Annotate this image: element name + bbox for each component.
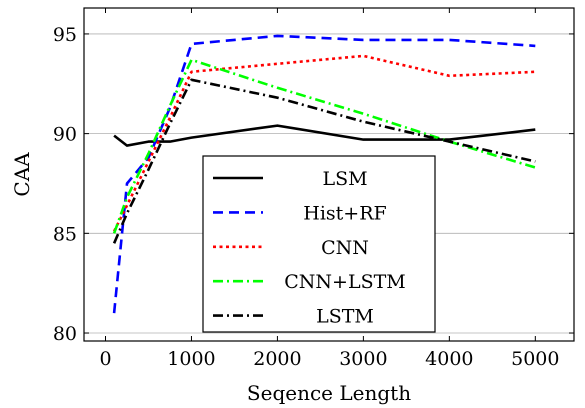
x-tick-label-1000: 1000 — [167, 348, 215, 370]
x-axis-label: Seqence Length — [247, 381, 411, 405]
x-tick-label-3000: 3000 — [339, 348, 387, 370]
series-line-lsm — [113, 124, 536, 147]
x-tick-label-4000: 4000 — [425, 348, 473, 370]
legend-label-lsm: LSM — [322, 168, 367, 190]
x-tick-label-5000: 5000 — [511, 348, 559, 370]
legend-label-lstm: LSTM — [316, 306, 374, 328]
y-axis-label: CAA — [10, 152, 34, 197]
legend: LSM Hist+RF CNN CNN+LSTM LSTM — [202, 155, 436, 333]
legend-label-cnn-lstm: CNN+LSTM — [284, 271, 405, 293]
y-tick-label-85: 85 — [53, 223, 77, 245]
series-lines — [112, 34, 536, 314]
series-line-hist-rf — [112, 34, 536, 314]
y-tick-label-95: 95 — [53, 24, 77, 46]
axis-ticks: 80 85 90 95 0 1000 2000 3000 4000 5000 — [53, 8, 574, 370]
y-tick-label-80: 80 — [53, 323, 77, 345]
y-tick-label-90: 90 — [53, 124, 77, 146]
series-line-cnn — [112, 54, 536, 232]
x-tick-label-2000: 2000 — [253, 348, 301, 370]
x-tick-label-0: 0 — [99, 348, 111, 370]
series-line-cnn-lstm — [112, 58, 536, 234]
series-line-lstm — [112, 78, 536, 244]
legend-label-hist-rf: Hist+RF — [303, 202, 386, 224]
plot-frame — [83, 7, 575, 342]
legend-label-cnn: CNN — [321, 237, 369, 259]
legend-box — [202, 155, 436, 333]
